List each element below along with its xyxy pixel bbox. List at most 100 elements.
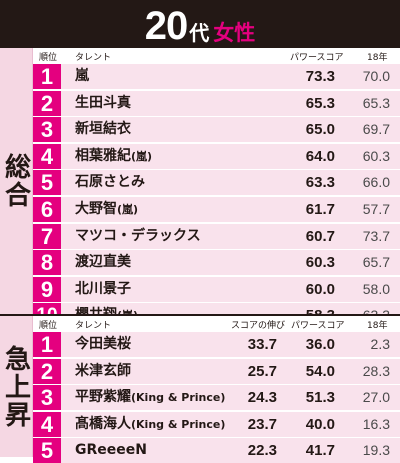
talent-name: 嵐	[75, 64, 89, 89]
power-score: 60.7	[305, 227, 335, 245]
power-score: 61.7	[305, 201, 335, 218]
table-row: 8 渡辺直美 60.3 65.7	[33, 249, 400, 276]
talent-name: 今田美桜	[75, 332, 131, 357]
col-talent: タレント	[75, 53, 112, 63]
overall-label: 総合	[0, 153, 31, 209]
growth-score: 23.7	[247, 415, 277, 433]
rank-badge: 9	[33, 276, 61, 302]
power-score: 65.3	[305, 94, 335, 112]
table-row: 4 髙橋海人(King & Prince) 23.7 40.0 16.3	[33, 410, 400, 437]
talent-name: 大野智(嵐)	[75, 197, 138, 222]
section-divider	[0, 314, 400, 316]
prev-year-score: 27.0	[362, 389, 390, 406]
rank-badge: 8	[33, 250, 61, 276]
col-power: パワースコア	[291, 321, 345, 331]
talent-name-text: 平野紫耀	[75, 389, 131, 406]
talent-name-text: 嵐	[75, 68, 89, 84]
col-rank: 順位	[39, 321, 58, 331]
talent-name: 石原さとみ	[75, 170, 145, 195]
table-row: 3 新垣結衣 65.0 69.7	[33, 116, 400, 143]
talent-name: 平野紫耀(King & Prince)	[75, 385, 225, 410]
rank-badge: 1	[33, 332, 61, 357]
growth-score: 22.3	[247, 442, 277, 460]
talent-name-text: 米津玄師	[75, 362, 131, 379]
prev-year-score: 58.0	[362, 280, 390, 297]
prev-year-score: 60.3	[362, 147, 390, 164]
header-age-suffix: 代	[189, 21, 210, 45]
talent-name-text: 渡辺直美	[75, 254, 131, 271]
talent-name: 髙橋海人(King & Prince)	[75, 412, 225, 437]
table-row: 9 北川景子 60.0 58.0	[33, 275, 400, 302]
prev-year-score: 19.3	[362, 442, 390, 459]
talent-name: GReeeeN	[75, 438, 147, 463]
talent-name: 渡辺直美	[75, 250, 131, 275]
prev-year-score: 69.7	[362, 121, 390, 138]
talent-name: 米津玄師	[75, 359, 131, 384]
power-score: 65.0	[305, 121, 335, 139]
rank-badge: 3	[33, 117, 61, 143]
col-rank: 順位	[39, 53, 58, 63]
rank-badge: 2	[33, 358, 61, 384]
talent-name: 北川景子	[75, 277, 131, 302]
talent-note: (嵐)	[131, 149, 153, 163]
growth-score: 33.7	[247, 336, 277, 353]
talent-name-text: 大野智	[75, 201, 117, 217]
rank-badge: 1	[33, 64, 61, 89]
table-row: 6 大野智(嵐) 61.7 57.7	[33, 196, 400, 222]
table-row: 2 生田斗真 65.3 65.3	[33, 89, 400, 116]
table-row: 1 今田美桜 33.7 36.0 2.3	[33, 331, 400, 357]
power-score: 60.3	[305, 254, 335, 272]
talent-name-text: 石原さとみ	[75, 174, 145, 191]
talent-name: 相葉雅紀(嵐)	[75, 144, 152, 169]
rank-badge: 2	[33, 90, 61, 116]
rank-badge: 7	[33, 223, 61, 249]
rising-label: 急上昇	[0, 344, 31, 429]
power-score: 36.0	[305, 336, 335, 353]
prev-year-score: 28.3	[362, 362, 390, 379]
rank-badge: 4	[33, 411, 61, 437]
talent-note: (嵐)	[117, 203, 139, 216]
talent-note: (King & Prince)	[131, 391, 226, 405]
table-row: 2 米津玄師 25.7 54.0 28.3	[33, 357, 400, 384]
power-score: 63.3	[305, 174, 335, 192]
talent-name: 新垣結衣	[75, 117, 131, 142]
table-row: 3 平野紫耀(King & Prince) 24.3 51.3 27.0	[33, 384, 400, 411]
power-score: 51.3	[305, 389, 335, 407]
table-row: 7 マツコ・デラックス 60.7 73.7	[33, 222, 400, 249]
table-row: 5 GReeeeN 22.3 41.7 19.3	[33, 437, 400, 463]
talent-name-text: 生田斗真	[75, 94, 131, 111]
talent-name-text: 新垣結衣	[75, 121, 131, 138]
power-score: 54.0	[305, 362, 335, 380]
power-score: 40.0	[305, 415, 335, 433]
prev-year-score: 70.0	[362, 68, 390, 84]
prev-year-score: 73.7	[362, 227, 390, 244]
power-score: 60.0	[305, 280, 335, 298]
header-gender: 女性	[213, 21, 256, 45]
rank-badge: 4	[33, 143, 61, 169]
prev-year-score: 65.3	[362, 94, 390, 111]
rank-badge: 3	[33, 385, 61, 411]
col-growth: スコアの伸び	[231, 321, 286, 331]
rank-badge: 5	[33, 438, 61, 463]
prev-year-score: 65.7	[362, 254, 390, 271]
header-age: 20	[144, 4, 188, 48]
col-talent: タレント	[75, 321, 112, 331]
talent-note: (King & Prince)	[131, 417, 226, 431]
table-row: 1 嵐 73.3 70.0	[33, 63, 400, 89]
prev-year-score: 66.0	[362, 174, 390, 191]
rising-column-header: 順位 タレント スコアの伸び パワースコア 18年	[33, 316, 400, 332]
overall-section-label: 総合	[0, 48, 33, 314]
col-prev: 18年	[367, 321, 388, 331]
prev-year-score: 16.3	[362, 415, 390, 432]
col-power: パワースコア	[290, 53, 344, 63]
rank-badge: 5	[33, 170, 61, 196]
power-score: 41.7	[305, 442, 335, 460]
table-row: 4 相葉雅紀(嵐) 64.0 60.3	[33, 142, 400, 169]
growth-score: 24.3	[247, 389, 277, 407]
growth-score: 25.7	[247, 362, 277, 380]
prev-year-score: 2.3	[370, 336, 390, 352]
talent-name-text: 北川景子	[75, 280, 131, 297]
power-score: 73.3	[305, 68, 335, 85]
prev-year-score: 57.7	[362, 201, 390, 217]
